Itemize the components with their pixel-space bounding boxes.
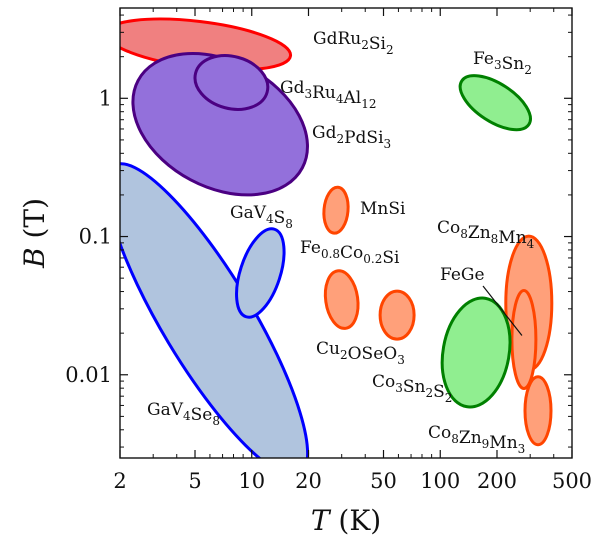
material-label-1: Gd3Ru4Al12 <box>280 78 377 111</box>
region-5 <box>235 227 286 319</box>
y-tick-label-0: 0.01 <box>65 363 112 387</box>
x-tick-label-6: 200 <box>477 469 517 493</box>
fege-pointer-line <box>482 285 523 336</box>
y-tick-label-1: 0.1 <box>79 225 112 249</box>
region-12 <box>120 162 310 458</box>
material-label-10: Co3Sn2S2 <box>372 372 452 405</box>
x-tick-label-2: 10 <box>238 469 265 493</box>
y-tick-label-2: 1 <box>99 86 112 110</box>
x-tick-label-3: 20 <box>295 469 322 493</box>
region-1 <box>193 54 270 111</box>
region-6 <box>323 269 360 330</box>
material-label-4: MnSi <box>360 199 406 219</box>
material-label-9: FeGe <box>440 265 485 285</box>
region-10 <box>440 296 512 409</box>
x-axis-title: T (K) <box>311 504 381 537</box>
material-label-11: Co8Zn9Mn3 <box>428 423 525 456</box>
material-label-3: Fe3Sn2 <box>473 49 532 77</box>
material-label-0: GdRu2Si2 <box>313 29 394 57</box>
region-7 <box>378 289 416 341</box>
region-9 <box>510 289 538 390</box>
region-4 <box>322 185 350 235</box>
axes-layer: 2 5 10 20 50 100 200 500 0.01 0.1 1 T (K) B (T) <box>18 7 592 537</box>
material-label-6: Fe0.8Co0.2Si <box>300 238 400 268</box>
material-label-8: Co8Zn8Mn4 <box>437 218 535 251</box>
y-axis-title: B (T) <box>18 198 51 269</box>
x-tick-label-5: 100 <box>420 469 460 493</box>
region-11 <box>523 375 553 447</box>
x-tick-label-4: 50 <box>370 469 397 493</box>
material-label-7: Cu2OSeO3 <box>316 339 405 367</box>
ellipse-layer <box>120 17 554 458</box>
plot-frame <box>119 7 573 459</box>
x-tick-label-1: 5 <box>188 469 201 493</box>
material-label-12: GaV4Se8 <box>147 400 220 428</box>
material-label-5: GaV4S8 <box>230 203 293 231</box>
material-label-2: Gd2PdSi3 <box>312 123 391 151</box>
x-tick-label-7: 500 <box>552 469 592 493</box>
x-tick-label-0: 2 <box>113 469 126 493</box>
label-layer: GdRu2Si2 Gd3Ru4Al12 Gd2PdSi3 Fe3Sn2 MnSi GaV4… <box>147 29 535 456</box>
region-3 <box>458 74 532 132</box>
